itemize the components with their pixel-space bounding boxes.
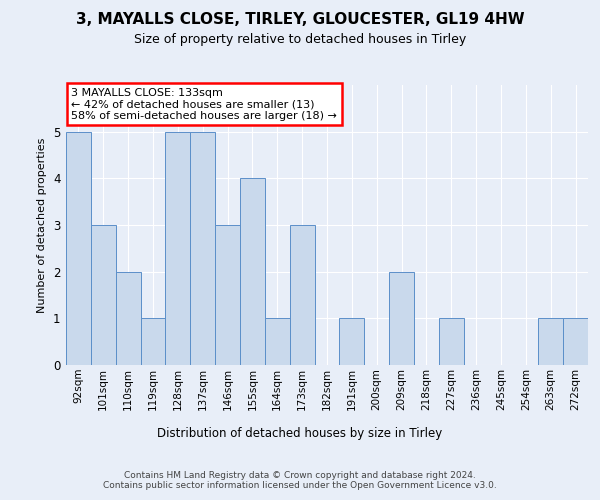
Bar (190, 132, 215, 365)
Bar (290, 225, 314, 365)
Bar (66, 132, 91, 365)
Bar (166, 132, 190, 365)
Y-axis label: Number of detached properties: Number of detached properties (37, 138, 47, 312)
Bar (563, 318, 588, 365)
Bar (340, 318, 364, 365)
Bar (439, 318, 464, 365)
Bar (91, 225, 116, 365)
Bar (140, 318, 166, 365)
Text: Distribution of detached houses by size in Tirley: Distribution of detached houses by size … (157, 428, 443, 440)
Text: 3 MAYALLS CLOSE: 133sqm
← 42% of detached houses are smaller (13)
58% of semi-de: 3 MAYALLS CLOSE: 133sqm ← 42% of detache… (71, 88, 337, 121)
Bar (240, 178, 265, 365)
Text: Size of property relative to detached houses in Tirley: Size of property relative to detached ho… (134, 32, 466, 46)
Bar (215, 225, 240, 365)
Text: Contains HM Land Registry data © Crown copyright and database right 2024.
Contai: Contains HM Land Registry data © Crown c… (103, 470, 497, 490)
Bar (265, 318, 290, 365)
Text: 3, MAYALLS CLOSE, TIRLEY, GLOUCESTER, GL19 4HW: 3, MAYALLS CLOSE, TIRLEY, GLOUCESTER, GL… (76, 12, 524, 28)
Bar (116, 272, 140, 365)
Bar (389, 272, 414, 365)
Bar (538, 318, 563, 365)
